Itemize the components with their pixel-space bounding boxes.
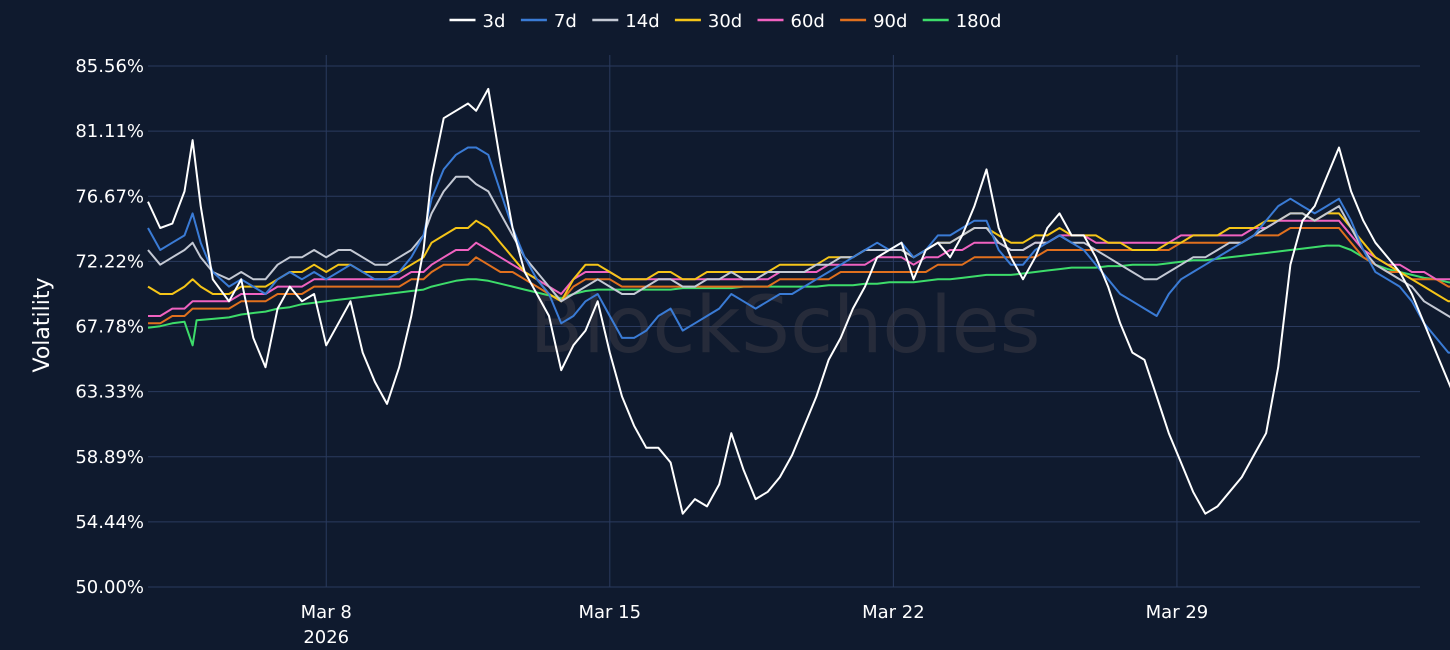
legend-item-3d[interactable]: 3d <box>449 11 506 32</box>
legend[interactable]: 3d 7d 14d 30d 60d 90d 180d <box>449 11 1002 32</box>
y-tick-label: 72.22% <box>75 251 144 272</box>
y-tick-label: 50.00% <box>75 577 144 598</box>
x-tick-label: Mar 8 <box>301 602 352 623</box>
legend-label: 180d <box>956 11 1002 32</box>
y-tick-label: 81.11% <box>75 121 144 142</box>
series-line-3d <box>147 87 1450 515</box>
legend-label: 60d <box>791 11 825 32</box>
y-axis: 50.00% 54.44% 58.89% 63.33% 67.78% 72.22% 76.6… <box>75 56 144 598</box>
legend-item-30d[interactable]: 30d <box>674 11 742 32</box>
x-tick-label: Mar 22 <box>862 602 925 623</box>
series-line-180d <box>147 244 1450 347</box>
legend-item-90d[interactable]: 90d <box>840 11 907 32</box>
legend-item-180d[interactable]: 180d <box>922 11 1002 32</box>
legend-label: 30d <box>708 11 742 32</box>
x-axis: Mar 8 2026 Mar 15 Mar 22 Mar 29 <box>301 602 1209 648</box>
y-tick-label: 85.56% <box>75 56 144 77</box>
y-tick-label: 67.78% <box>75 317 144 338</box>
x-tick-sublabel: 2026 <box>303 627 349 648</box>
legend-label: 14d <box>625 11 659 32</box>
series-line-14d <box>147 175 1450 319</box>
series-line-30d <box>147 212 1450 303</box>
y-tick-label: 54.44% <box>75 512 144 533</box>
grid-lines <box>148 55 1420 588</box>
y-tick-label: 58.89% <box>75 447 144 468</box>
series-line-7d <box>147 146 1450 354</box>
y-tick-label: 63.33% <box>75 382 144 403</box>
legend-item-14d[interactable]: 14d <box>592 11 660 32</box>
legend-label: 3d <box>483 11 506 32</box>
x-tick-label: Mar 15 <box>579 602 642 623</box>
y-axis-title: Volatility <box>30 277 55 372</box>
legend-label: 7d <box>554 11 577 32</box>
y-tick-label: 76.67% <box>75 186 144 207</box>
x-tick-label: Mar 29 <box>1146 602 1209 623</box>
legend-label: 90d <box>873 11 907 32</box>
legend-item-7d[interactable]: 7d <box>520 11 577 32</box>
legend-item-60d[interactable]: 60d <box>757 11 825 32</box>
series-lines <box>147 87 1450 515</box>
